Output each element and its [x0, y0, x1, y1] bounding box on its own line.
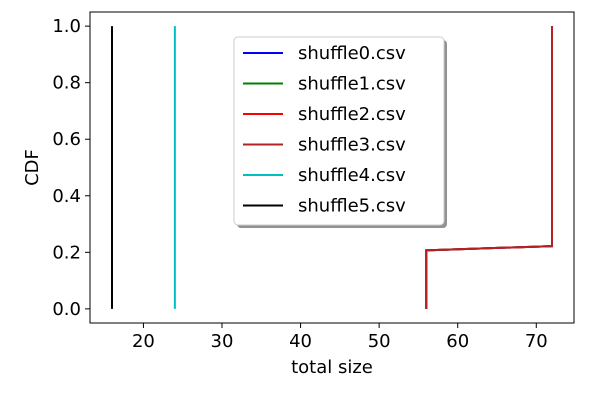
y-tick-label: 0.4	[52, 186, 81, 207]
y-axis-ticks: 0.0 0.2 0.4 0.6 0.8 1.0	[52, 16, 90, 320]
y-tick-label: 0.8	[52, 73, 81, 94]
series-layer	[111, 26, 553, 309]
legend: shuffle0.csv shuffle1.csv shuffle2.csv shuf…	[233, 36, 447, 228]
legend-entry-label: shuffle4.csv	[298, 165, 406, 186]
y-tick-label: 0.2	[52, 242, 81, 263]
x-tick-label: 50	[368, 331, 391, 352]
x-tick-label: 30	[211, 331, 234, 352]
legend-entry-label: shuffle0.csv	[298, 43, 406, 64]
x-tick-label: 40	[289, 331, 312, 352]
plot-area-frame	[89, 11, 575, 324]
x-tick-label: 20	[132, 331, 155, 352]
legend-entry-label: shuffle1.csv	[298, 74, 406, 95]
x-axis-label: total size	[291, 357, 373, 378]
legend-box	[233, 36, 445, 226]
legend-entry-label: shuffle2.csv	[298, 104, 406, 125]
y-tick-label: 1.0	[52, 16, 81, 37]
x-axis-ticks: 20 30 40 50 60 70	[132, 323, 548, 352]
x-tick-label: 70	[525, 331, 548, 352]
y-axis-label: CDF	[22, 149, 43, 186]
y-tick-label: 0.0	[52, 299, 81, 320]
legend-entry-label: shuffle3.csv	[298, 135, 406, 156]
x-tick-label: 60	[446, 331, 469, 352]
y-tick-label: 0.6	[52, 129, 81, 150]
series-line-shuffle3	[425, 26, 553, 309]
legend-entry-label: shuffle5.csv	[298, 196, 406, 217]
